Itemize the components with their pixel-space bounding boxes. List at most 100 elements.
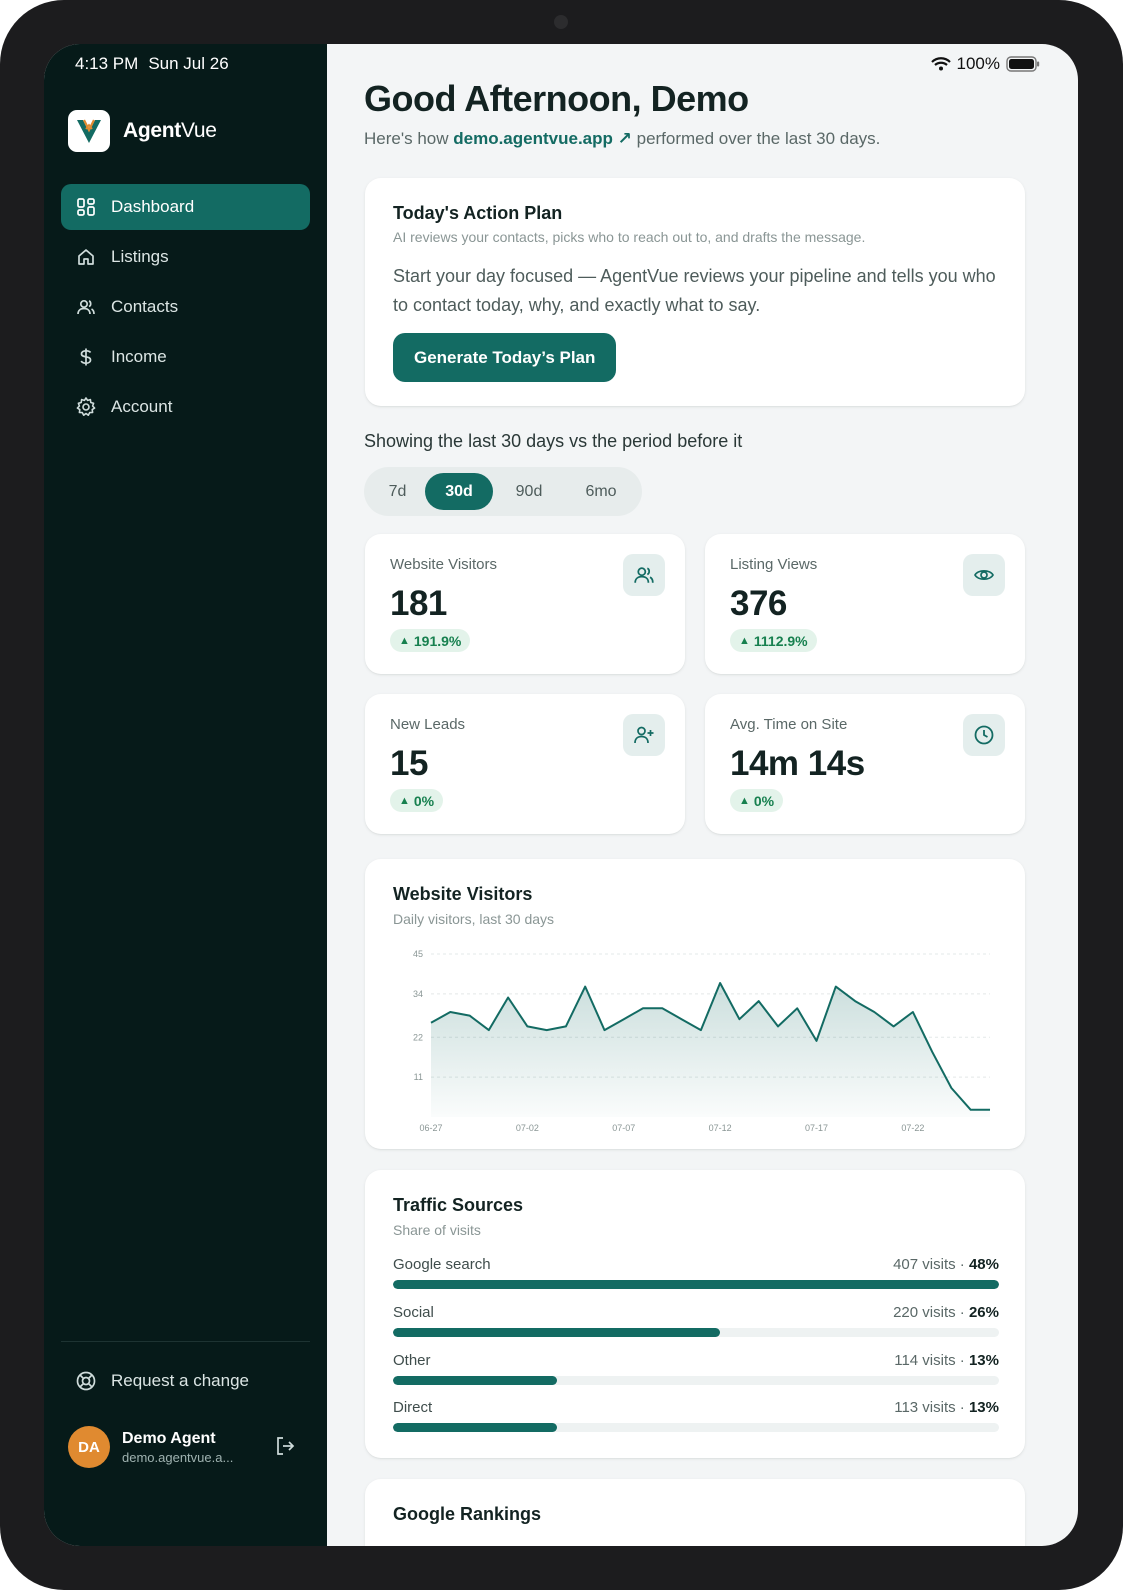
traffic-source-stats: 220 visits · 26% — [893, 1304, 999, 1321]
stat-card-listing-views: Listing Views 376 ▲ 1112.9% — [705, 534, 1025, 674]
range-selector: 7d 30d 90d 6mo — [364, 467, 642, 516]
y-tick-label: 11 — [414, 1072, 423, 1082]
up-triangle-icon: ▲ — [739, 794, 750, 807]
screen: 4:13 PM Sun Jul 26 AgentVue Da — [44, 44, 1078, 1546]
stat-delta-badge: ▲ 0% — [730, 789, 784, 812]
up-triangle-icon: ▲ — [739, 634, 750, 647]
x-tick-label: 06-27 — [419, 1123, 442, 1133]
sidebar-item-dashboard[interactable]: Dashboard — [61, 184, 310, 230]
stat-delta: 0% — [753, 792, 775, 809]
user-text: Demo Agent demo.agentvue.a... — [122, 1430, 233, 1465]
stat-delta-badge: ▲ 1112.9% — [730, 629, 817, 652]
traffic-source-row: Google search 407 visits · 48% — [393, 1256, 999, 1289]
traffic-source-label: Social — [393, 1304, 434, 1321]
stat-delta-badge: ▲ 191.9% — [390, 629, 471, 652]
users-icon — [75, 296, 97, 318]
traffic-source-pct: 13% — [968, 1399, 999, 1416]
request-change-button[interactable]: Request a change — [75, 1370, 249, 1392]
site-link-text: demo.agentvue.app — [453, 129, 613, 148]
home-icon — [75, 246, 97, 268]
user-email: demo.agentvue.a... — [122, 1449, 234, 1465]
stat-delta: 1112.9% — [753, 632, 808, 649]
stat-delta-badge: ▲ 0% — [390, 789, 444, 812]
site-link[interactable]: demo.agentvue.app ↗ — [453, 129, 632, 148]
brand-name-bold: Agent — [123, 119, 181, 142]
traffic-bar-track — [393, 1376, 999, 1385]
stat-card-website-visitors: Website Visitors 181 ▲ 191.9% — [365, 534, 685, 674]
sidebar-item-income[interactable]: Income — [61, 334, 310, 380]
agentvue-logo-icon — [68, 110, 110, 152]
chart-subtitle: Daily visitors, last 30 days — [393, 911, 555, 927]
range-tab-90d[interactable]: 90d — [515, 482, 543, 500]
status-date: Sun Jul 26 — [148, 54, 229, 73]
lifebuoy-icon — [75, 1370, 97, 1392]
sidebar-divider — [61, 1341, 310, 1342]
traffic-bar-track — [393, 1280, 999, 1289]
traffic-source-row: Social 220 visits · 26% — [393, 1304, 999, 1337]
traffic-bar-track — [393, 1423, 999, 1432]
range-tab-7d[interactable]: 7d — [388, 482, 407, 500]
wifi-icon — [930, 57, 951, 71]
action-plan-card: Today's Action Plan AI reviews your cont… — [365, 178, 1025, 406]
subtitle-prefix: Here's how — [364, 129, 449, 148]
traffic-sources-card: Traffic Sources Share of visits Google s… — [365, 1170, 1025, 1458]
sidebar-item-contacts[interactable]: Contacts — [61, 284, 310, 330]
request-change-label: Request a change — [111, 1371, 249, 1390]
sidebar-item-account[interactable]: Account — [61, 384, 310, 430]
stat-delta: 191.9% — [413, 632, 462, 649]
generate-plan-button[interactable]: Generate Today’s Plan — [393, 333, 617, 382]
battery-icon — [1006, 56, 1040, 72]
traffic-source-pct: 13% — [968, 1352, 999, 1369]
traffic-source-header: Other 114 visits · 13% — [393, 1352, 999, 1369]
stat-value: 376 — [730, 584, 787, 623]
brand[interactable]: AgentVue — [68, 110, 217, 152]
traffic-source-pct: 26% — [968, 1304, 999, 1321]
traffic-bar-fill — [393, 1328, 721, 1337]
y-tick-label: 45 — [413, 949, 423, 959]
stat-delta: 0% — [413, 792, 435, 809]
traffic-source-header: Social 220 visits · 26% — [393, 1304, 999, 1321]
traffic-source-stats: 114 visits · 13% — [894, 1352, 999, 1369]
gear-icon — [75, 396, 97, 418]
website-visitors-chart-card: Website Visitors Daily visitors, last 30… — [365, 859, 1025, 1149]
stat-label: Listing Views — [730, 556, 818, 573]
traffic-source-label: Other — [393, 1352, 431, 1369]
traffic-source-pct: 48% — [968, 1256, 999, 1273]
dashboard-icon — [75, 196, 97, 218]
traffic-bar-fill — [393, 1376, 557, 1385]
traffic-source-visits: 113 visits · — [894, 1399, 965, 1416]
dollar-icon — [75, 346, 97, 368]
traffic-source-visits: 220 visits · — [893, 1304, 965, 1321]
sidebar: 4:13 PM Sun Jul 26 AgentVue Da — [44, 44, 327, 1546]
traffic-source-header: Google search 407 visits · 48% — [393, 1256, 999, 1273]
status-clock: 4:13 PM Sun Jul 26 — [75, 54, 229, 74]
camera — [554, 15, 568, 29]
user-name: Demo Agent — [122, 1429, 216, 1447]
traffic-source-label: Google search — [393, 1256, 491, 1273]
sidebar-item-label: Account — [111, 397, 173, 416]
x-tick-label: 07-07 — [612, 1123, 635, 1133]
traffic-source-visits: 114 visits · — [894, 1352, 965, 1369]
user-profile[interactable]: DA Demo Agent demo.agentvue.a... — [68, 1426, 233, 1468]
stat-value: 14m 14s — [730, 744, 865, 783]
range-tab-30d[interactable]: 30d — [425, 473, 493, 510]
range-tab-6mo[interactable]: 6mo — [585, 482, 617, 500]
stat-value: 15 — [390, 744, 428, 783]
traffic-bar-fill — [393, 1280, 999, 1289]
x-tick-label: 07-02 — [516, 1123, 539, 1133]
logout-icon[interactable] — [274, 1435, 296, 1457]
brand-name: AgentVue — [123, 119, 217, 143]
brand-name-light: Vue — [181, 119, 217, 142]
page-subtitle: Here's how demo.agentvue.app ↗ performed… — [364, 129, 880, 149]
chart-title: Website Visitors — [393, 884, 533, 904]
traffic-source-visits: 407 visits · — [893, 1256, 965, 1273]
up-triangle-icon: ▲ — [399, 794, 410, 807]
traffic-bar-fill — [393, 1423, 557, 1432]
sidebar-nav: Dashboard Listings Contacts — [61, 184, 310, 434]
eye-icon — [963, 554, 1005, 596]
traffic-source-stats: 407 visits · 48% — [893, 1256, 999, 1273]
sidebar-item-listings[interactable]: Listings — [61, 234, 310, 280]
status-time: 4:13 PM — [75, 54, 139, 73]
status-indicators: 100% — [930, 54, 1046, 74]
x-tick-label: 07-22 — [901, 1123, 924, 1133]
